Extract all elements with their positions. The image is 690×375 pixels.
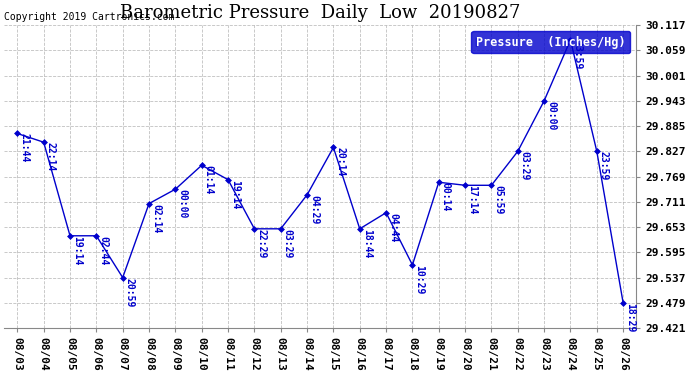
Title: Barometric Pressure  Daily  Low  20190827: Barometric Pressure Daily Low 20190827 (120, 4, 520, 22)
Text: 01:14: 01:14 (204, 165, 214, 195)
Text: 00:00: 00:00 (177, 189, 187, 219)
Text: 00:14: 00:14 (441, 182, 451, 212)
Text: Copyright 2019 Cartronics.com: Copyright 2019 Cartronics.com (4, 12, 175, 22)
Text: 21:44: 21:44 (19, 134, 29, 163)
Text: 23:59: 23:59 (599, 152, 609, 181)
Text: 18:29: 18:29 (625, 303, 635, 332)
Text: 05:59: 05:59 (493, 185, 504, 214)
Text: 20:14: 20:14 (335, 147, 346, 177)
Text: 03:29: 03:29 (520, 152, 530, 181)
Text: 20:59: 20:59 (125, 278, 135, 307)
Text: 19:14: 19:14 (230, 180, 240, 209)
Text: 02:14: 02:14 (151, 204, 161, 233)
Text: 04:29: 04:29 (309, 195, 319, 224)
Text: 00:00: 00:00 (546, 101, 556, 130)
Text: 03:29: 03:29 (283, 229, 293, 258)
Text: 18:44: 18:44 (362, 229, 372, 258)
Text: 22:29: 22:29 (256, 229, 266, 258)
Text: 19:14: 19:14 (72, 236, 82, 265)
Text: 17:14: 17:14 (467, 185, 477, 214)
Text: 02:44: 02:44 (98, 236, 108, 265)
Text: 10:29: 10:29 (415, 265, 424, 294)
Text: 22:14: 22:14 (46, 142, 56, 172)
Legend: Pressure  (Inches/Hg): Pressure (Inches/Hg) (471, 31, 631, 54)
Text: 23:59: 23:59 (573, 40, 582, 69)
Text: 04:44: 04:44 (388, 213, 398, 242)
